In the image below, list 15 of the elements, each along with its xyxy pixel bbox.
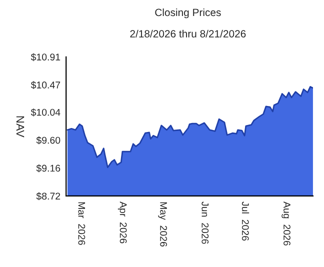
- y-tick-label: $9.16: [36, 164, 60, 172]
- y-tick-label: $8.72: [36, 192, 60, 200]
- x-tick-label: Jun 2026: [202, 202, 209, 244]
- x-tick-label: Mar 2026: [78, 202, 86, 245]
- x-tick-label: Aug 2026: [282, 202, 290, 246]
- chart-subtitle: 2/18/2026 thru 8/21/2026: [130, 30, 246, 38]
- y-tick-label: $9.60: [36, 136, 60, 144]
- y-tick-label: $10.47: [30, 81, 60, 90]
- y-axis-title: NAV: [16, 116, 24, 138]
- x-tick-label: May 2026: [158, 202, 167, 247]
- x-tick-label: Jul 2026: [242, 202, 250, 241]
- x-tick-label: Apr 2026: [118, 202, 127, 244]
- y-tick-label: $10.04: [30, 108, 60, 116]
- chart-title: Closing Prices: [155, 8, 221, 18]
- y-tick-label: $10.91: [30, 53, 60, 62]
